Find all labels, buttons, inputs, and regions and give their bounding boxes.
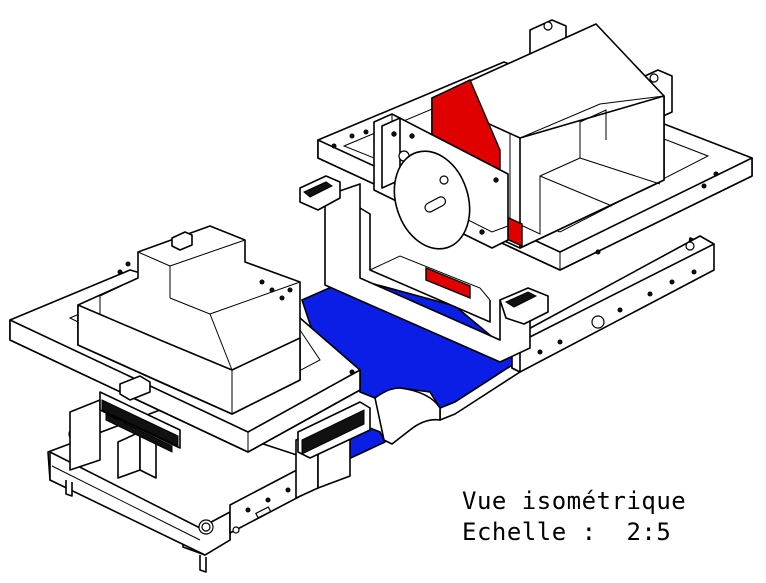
scale-label: Echelle : 2:5: [462, 518, 672, 546]
view-label: Vue isométrique: [462, 487, 687, 515]
left-connector-blocks: [99, 391, 371, 459]
right-fixture: [299, 19, 753, 363]
jaw-red-lower: [425, 266, 471, 300]
view-caption: Vue isométrique Echelle : 2:5: [462, 486, 686, 548]
rotary-disc: [393, 150, 471, 250]
left-fixture: [9, 225, 361, 453]
